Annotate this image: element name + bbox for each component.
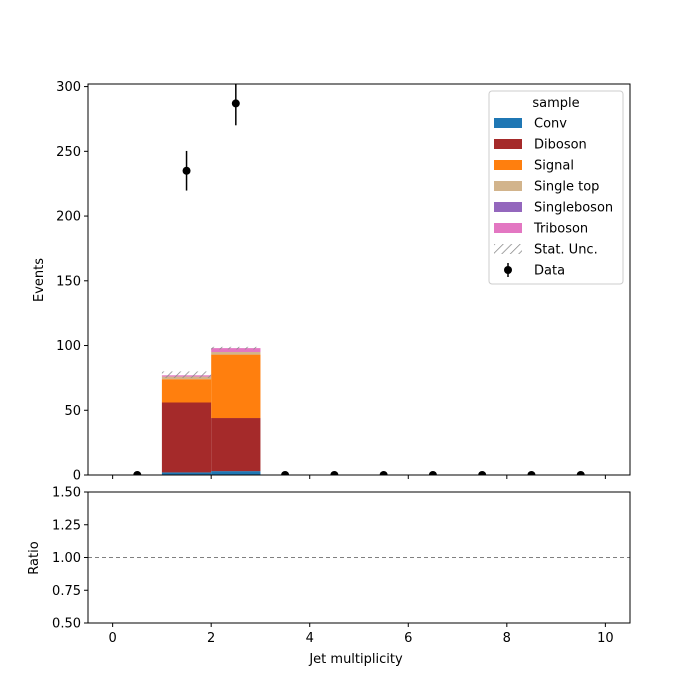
ratio-x-axis: 0 2 4 6 8 10 xyxy=(108,623,613,646)
ratio-y-tick-label: 0.50 xyxy=(52,617,81,632)
stat-unc-band-0 xyxy=(162,371,211,377)
main-y-axis: 0 50 100 150 200 250 300 xyxy=(56,80,88,483)
data-point-2 xyxy=(232,99,240,107)
bar-single-top-bin-1 xyxy=(211,352,260,355)
ratio-y-tick-label: 1.00 xyxy=(52,551,81,566)
bar-signal-bin-0 xyxy=(162,379,211,402)
x-tick-label: 0 xyxy=(108,631,116,646)
legend-label: Conv xyxy=(534,117,567,132)
legend-swatch-stat-unc xyxy=(494,244,522,254)
ratio-panel: 0.50 0.75 1.00 1.25 1.50 0 2 4 6 8 10 Ratio Jet m… xyxy=(27,486,630,668)
ratio-y-axis-label: Ratio xyxy=(27,541,42,574)
ratio-y-tick-label: 0.75 xyxy=(52,584,81,599)
legend-swatch xyxy=(494,202,522,212)
data-point-1 xyxy=(183,167,191,175)
x-axis-label: Jet multiplicity xyxy=(308,652,403,667)
legend-swatch xyxy=(494,118,522,128)
legend-swatch xyxy=(494,139,522,149)
y-tick-label: 50 xyxy=(64,404,81,419)
y-tick-label: 0 xyxy=(73,469,81,484)
x-tick-label: 6 xyxy=(404,631,412,646)
stat-unc-band-1 xyxy=(211,347,260,350)
main-x-ticks xyxy=(113,475,606,479)
legend-label: Stat. Unc. xyxy=(534,243,598,258)
legend-title: sample xyxy=(532,96,579,111)
legend-label: Diboson xyxy=(534,138,587,153)
legend-label: Triboson xyxy=(533,222,588,237)
y-tick-label: 150 xyxy=(56,274,81,289)
x-tick-label: 2 xyxy=(207,631,215,646)
y-tick-label: 100 xyxy=(56,339,81,354)
x-tick-label: 4 xyxy=(306,631,314,646)
legend: sample Conv Diboson Signal Single top Single… xyxy=(489,91,623,284)
bar-conv-bin-1 xyxy=(211,471,260,475)
legend-label: Singleboson xyxy=(534,201,613,216)
ratio-y-tick-label: 1.25 xyxy=(52,518,81,533)
legend-label: Single top xyxy=(534,180,599,195)
ratio-axes-frame xyxy=(88,492,630,623)
y-axis-label: Events xyxy=(32,258,47,302)
ratio-y-tick-label: 1.50 xyxy=(52,486,81,501)
x-tick-label: 10 xyxy=(597,631,614,646)
y-tick-label: 250 xyxy=(56,145,81,160)
bar-signal-bin-1 xyxy=(211,355,260,418)
legend-label: Signal xyxy=(534,159,574,174)
legend-data-marker xyxy=(504,266,512,274)
ratio-y-axis: 0.50 0.75 1.00 1.25 1.50 xyxy=(52,486,88,632)
x-tick-label: 8 xyxy=(503,631,511,646)
legend-swatch xyxy=(494,223,522,233)
legend-swatch xyxy=(494,160,522,170)
bar-diboson-bin-1 xyxy=(211,418,260,471)
legend-label: Data xyxy=(534,264,565,279)
y-tick-label: 200 xyxy=(56,210,81,225)
bar-diboson-bin-0 xyxy=(162,402,211,472)
legend-swatch xyxy=(494,181,522,191)
y-tick-label: 300 xyxy=(56,80,81,95)
